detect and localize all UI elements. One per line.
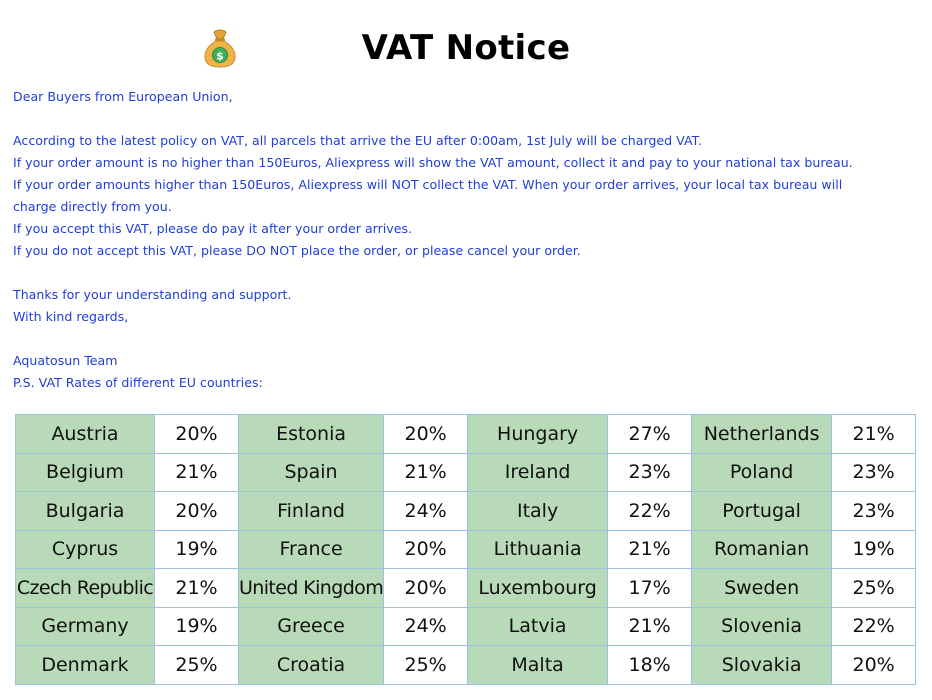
country-cell: Sweden bbox=[691, 568, 833, 608]
svg-text:$: $ bbox=[216, 50, 224, 63]
country-cell: Lithuania bbox=[467, 529, 609, 569]
country-cell: Luxembourg bbox=[467, 568, 609, 608]
country-cell: Portugal bbox=[691, 491, 833, 531]
country-cell: Italy bbox=[467, 491, 609, 531]
vat-rate-cell: 21% bbox=[607, 606, 693, 646]
country-cell: Hungary bbox=[467, 414, 609, 454]
vat-rate-cell: 23% bbox=[607, 452, 693, 492]
vat-rate-cell: 19% bbox=[831, 529, 917, 569]
country-cell: France bbox=[237, 529, 385, 569]
vat-rate-cell: 21% bbox=[607, 529, 693, 569]
vat-rate-cell: 21% bbox=[383, 452, 469, 492]
vat-rate-cell: 19% bbox=[154, 529, 239, 569]
country-cell: Croatia bbox=[237, 645, 385, 685]
country-cell: Latvia bbox=[467, 606, 609, 646]
country-cell: Finland bbox=[237, 491, 385, 531]
vat-rate-cell: 25% bbox=[154, 645, 239, 685]
vat-rate-cell: 17% bbox=[607, 568, 693, 608]
country-cell: Cyprus bbox=[15, 529, 155, 569]
policy-line: If you accept this VAT, please do pay it… bbox=[13, 221, 413, 236]
vat-rate-cell: 27% bbox=[607, 414, 693, 454]
vat-rate-cell: 20% bbox=[383, 414, 469, 454]
country-cell: Bulgaria bbox=[15, 491, 155, 531]
vat-rate-cell: 21% bbox=[154, 452, 239, 492]
vat-rate-cell: 19% bbox=[154, 606, 239, 646]
vat-rate-cell: 24% bbox=[383, 606, 469, 646]
greeting: Dear Buyers from European Union, bbox=[13, 89, 233, 104]
country-cell: Belgium bbox=[15, 452, 155, 492]
table-row: Austria 20% Estonia 20% Hungary 27% Netherland… bbox=[15, 414, 917, 454]
vat-rate-cell: 20% bbox=[383, 529, 469, 569]
header: $ VAT Notice bbox=[0, 22, 932, 78]
country-cell: United Kingdom bbox=[237, 568, 385, 608]
policy-line: If your order amount is no higher than 1… bbox=[13, 155, 853, 170]
money-bag-icon: $ bbox=[204, 29, 236, 68]
country-cell: Slovakia bbox=[691, 645, 833, 685]
vat-rate-cell: 22% bbox=[607, 491, 693, 531]
vat-rate-cell: 21% bbox=[831, 414, 917, 454]
vat-rate-cell: 20% bbox=[383, 568, 469, 608]
country-cell: Germany bbox=[15, 606, 155, 646]
country-cell: Ireland bbox=[467, 452, 609, 492]
policy-line: charge directly from you. bbox=[13, 199, 172, 214]
country-cell: Czech Republic bbox=[15, 568, 155, 608]
country-cell: Denmark bbox=[15, 645, 155, 685]
policy-line: If your order amounts higher than 150Eur… bbox=[13, 177, 843, 192]
vat-rate-cell: 24% bbox=[383, 491, 469, 531]
table-row: Czech Republic 21% United Kingdom 20% Luxemb… bbox=[15, 568, 917, 608]
country-cell: Malta bbox=[467, 645, 609, 685]
country-cell: Romanian bbox=[691, 529, 833, 569]
country-cell: Poland bbox=[691, 452, 833, 492]
table-row: Germany 19% Greece 24% Latvia 21% Slovenia 22% bbox=[15, 606, 917, 646]
regards-line: With kind regards, bbox=[13, 309, 129, 324]
table-row: Denmark 25% Croatia 25% Malta 18% Slovakia 20% bbox=[15, 645, 917, 685]
country-cell: Estonia bbox=[237, 414, 385, 454]
vat-rate-cell: 20% bbox=[154, 414, 239, 454]
policy-line: If you do not accept this VAT, please DO… bbox=[13, 243, 581, 258]
table-row: Belgium 21% Spain 21% Ireland 23% Poland 23% bbox=[15, 452, 917, 492]
vat-rates-table: Austria 20% Estonia 20% Hungary 27% Netherland… bbox=[15, 414, 917, 685]
vat-rate-cell: 20% bbox=[831, 645, 917, 685]
vat-rate-cell: 25% bbox=[383, 645, 469, 685]
vat-rate-cell: 18% bbox=[607, 645, 693, 685]
country-cell: Netherlands bbox=[691, 414, 833, 454]
signature: Aquatosun Team bbox=[13, 353, 118, 368]
vat-rate-cell: 20% bbox=[154, 491, 239, 531]
letter-body: Dear Buyers from European Union, Accordi… bbox=[13, 86, 923, 394]
country-cell: Spain bbox=[237, 452, 385, 492]
table-row: Cyprus 19% France 20% Lithuania 21% Romanian 19… bbox=[15, 529, 917, 569]
country-cell: Slovenia bbox=[691, 606, 833, 646]
table-row: Bulgaria 20% Finland 24% Italy 22% Portugal 23% bbox=[15, 491, 917, 531]
thanks-line: Thanks for your understanding and suppor… bbox=[13, 287, 292, 302]
vat-rate-cell: 23% bbox=[831, 491, 917, 531]
vat-rate-cell: 22% bbox=[831, 606, 917, 646]
vat-rate-cell: 23% bbox=[831, 452, 917, 492]
ps-line: P.S. VAT Rates of different EU countries… bbox=[13, 375, 263, 390]
page-title: VAT Notice bbox=[361, 28, 571, 68]
vat-rate-cell: 21% bbox=[154, 568, 239, 608]
policy-line: According to the latest policy on VAT, a… bbox=[13, 133, 702, 148]
vat-rate-cell: 25% bbox=[831, 568, 917, 608]
country-cell: Austria bbox=[15, 414, 155, 454]
country-cell: Greece bbox=[237, 606, 385, 646]
